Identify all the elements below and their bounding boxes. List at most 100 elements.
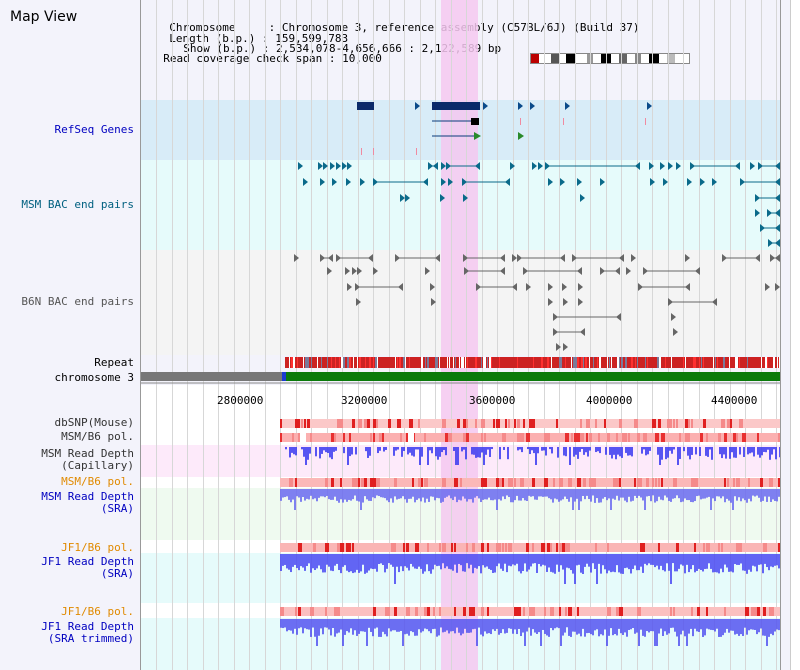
msm-bac-end[interactable] <box>577 178 582 186</box>
msm-bac-end[interactable] <box>538 162 543 170</box>
b6n-bac-end[interactable] <box>512 283 517 291</box>
b6n-bac-end[interactable] <box>695 267 700 275</box>
msm-bac-end[interactable] <box>298 162 303 170</box>
msm-bac-end[interactable] <box>775 178 780 186</box>
b6n-bac-end[interactable] <box>320 254 325 262</box>
b6n-bac-end[interactable] <box>765 283 770 291</box>
msm-bac-end[interactable] <box>755 194 760 202</box>
msm-bac-end[interactable] <box>446 162 451 170</box>
gene-feature[interactable] <box>432 102 480 110</box>
b6n-bac-end[interactable] <box>464 267 469 275</box>
msm-bac-end[interactable] <box>755 209 760 217</box>
b6n-bac-end[interactable] <box>626 267 631 275</box>
msm-bac-end[interactable] <box>323 162 328 170</box>
gene-feature[interactable] <box>474 132 481 140</box>
msm-bac-end[interactable] <box>330 162 335 170</box>
gene-feature[interactable] <box>647 102 652 110</box>
b6n-bac-end[interactable] <box>476 283 481 291</box>
msm-bac-end[interactable] <box>462 178 467 186</box>
b6n-bac-end[interactable] <box>638 283 643 291</box>
msm-bac-end[interactable] <box>342 162 347 170</box>
msm-bac-end[interactable] <box>532 162 537 170</box>
msm-bac-end[interactable] <box>740 178 745 186</box>
b6n-bac-end[interactable] <box>755 254 760 262</box>
msm-bac-end[interactable] <box>346 178 351 186</box>
b6n-bac-end[interactable] <box>327 267 332 275</box>
b6n-bac-end[interactable] <box>643 267 648 275</box>
msm-bac-end[interactable] <box>758 162 763 170</box>
b6n-bac-end[interactable] <box>431 298 436 306</box>
msm-bac-end[interactable] <box>735 162 740 170</box>
msm-bac-end[interactable] <box>560 178 565 186</box>
msm-bac-label[interactable]: MSM BAC end pairs <box>21 198 134 211</box>
b6n-bac-end[interactable] <box>368 254 373 262</box>
msm-bac-end[interactable] <box>649 162 654 170</box>
msm-bac-end[interactable] <box>767 209 772 217</box>
b6n-bac-end[interactable] <box>336 254 341 262</box>
b6n-bac-end[interactable] <box>512 254 517 262</box>
msm-bac-end[interactable] <box>668 162 673 170</box>
msm-read-depth-sra-label[interactable]: MSM Read Depth <box>41 490 134 503</box>
b6n-bac-end[interactable] <box>671 313 676 321</box>
b6n-bac-end[interactable] <box>616 313 621 321</box>
b6n-bac-end[interactable] <box>548 298 553 306</box>
b6n-bac-end[interactable] <box>578 283 583 291</box>
msm-bac-end[interactable] <box>650 178 655 186</box>
b6n-bac-end[interactable] <box>600 267 605 275</box>
b6n-bac-end[interactable] <box>578 298 583 306</box>
b6n-bac-end[interactable] <box>577 267 582 275</box>
msm-bac-end[interactable] <box>318 162 323 170</box>
b6n-bac-end[interactable] <box>517 254 522 262</box>
b6n-bac-end[interactable] <box>770 254 775 262</box>
msm-bac-end[interactable] <box>687 178 692 186</box>
msm-bac-end[interactable] <box>580 194 585 202</box>
msm-bac-end[interactable] <box>775 162 780 170</box>
gene-feature[interactable] <box>415 102 420 110</box>
b6n-bac-end[interactable] <box>294 254 299 262</box>
msm-bac-end[interactable] <box>768 239 773 247</box>
b6n-bac-end[interactable] <box>631 254 636 262</box>
msm-bac-end[interactable] <box>303 178 308 186</box>
msm-bac-end[interactable] <box>433 162 438 170</box>
msm-b6-pol-label-2[interactable]: MSM/B6 pol. <box>61 475 134 488</box>
b6n-bac-end[interactable] <box>395 254 400 262</box>
b6n-bac-end[interactable] <box>615 267 620 275</box>
gene-feature[interactable] <box>565 102 570 110</box>
b6n-bac-end[interactable] <box>775 283 780 291</box>
b6n-bac-end[interactable] <box>556 343 561 351</box>
msm-bac-end[interactable] <box>775 239 780 247</box>
msm-bac-end[interactable] <box>775 194 780 202</box>
gene-feature[interactable] <box>530 102 535 110</box>
b6n-bac-end[interactable] <box>398 283 403 291</box>
gene-feature[interactable] <box>518 102 523 110</box>
msm-bac-end[interactable] <box>663 178 668 186</box>
msm-bac-end[interactable] <box>545 162 550 170</box>
b6n-bac-end[interactable] <box>425 267 430 275</box>
msm-bac-end[interactable] <box>405 194 410 202</box>
refseq-label[interactable]: RefSeq Genes <box>54 123 134 136</box>
jf1-pol-heat[interactable] <box>280 543 780 552</box>
msm-bac-end[interactable] <box>463 194 468 202</box>
msm-bac-end[interactable] <box>423 178 428 186</box>
b6n-bac-end[interactable] <box>435 254 440 262</box>
msm-bac-end[interactable] <box>690 162 695 170</box>
jf1-read-depth-sra-label[interactable]: JF1 Read Depth <box>41 555 134 568</box>
msm-bac-end[interactable] <box>750 162 755 170</box>
msm-bac-end[interactable] <box>660 162 665 170</box>
b6n-bac-end[interactable] <box>685 254 690 262</box>
gene-feature[interactable] <box>483 102 488 110</box>
b6n-bac-end[interactable] <box>563 343 568 351</box>
b6n-bac-end[interactable] <box>357 267 362 275</box>
b6n-bac-end[interactable] <box>430 283 435 291</box>
msm-bac-end[interactable] <box>448 178 453 186</box>
jf1-read-depth-trim-label[interactable]: JF1 Read Depth <box>41 620 134 633</box>
b6n-bac-end[interactable] <box>548 283 553 291</box>
b6n-bac-end[interactable] <box>775 254 780 262</box>
jf1-b6-pol-label-2[interactable]: JF1/B6 pol. <box>61 605 134 618</box>
msm-bac-end[interactable] <box>775 209 780 217</box>
msm-bac-end[interactable] <box>760 224 765 232</box>
msm-bac-end[interactable] <box>360 178 365 186</box>
gene-exon[interactable] <box>471 118 479 125</box>
msm-bac-end[interactable] <box>400 194 405 202</box>
